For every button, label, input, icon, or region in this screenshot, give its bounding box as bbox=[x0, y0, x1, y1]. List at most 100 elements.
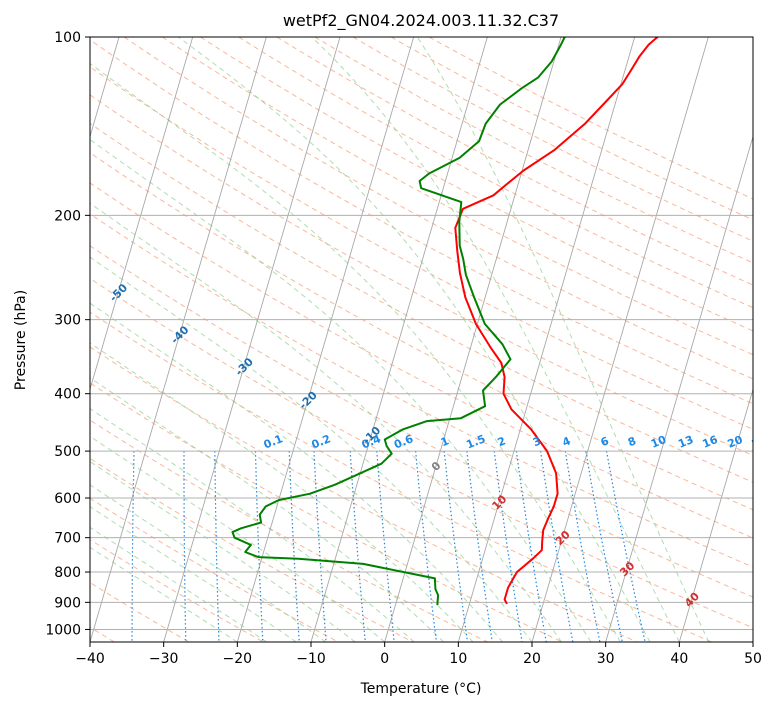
mixing-ratio-label: 0.1 bbox=[262, 432, 285, 451]
mixing-ratio-line bbox=[493, 451, 523, 642]
moist-adiabat bbox=[90, 302, 503, 642]
isotherm-label: -50 bbox=[107, 281, 130, 304]
isotherm-line bbox=[457, 37, 636, 642]
y-tick-label: 500 bbox=[54, 444, 81, 460]
dry-adiabat bbox=[162, 37, 753, 356]
mixing-ratio-label: 2 bbox=[496, 434, 508, 449]
mixing-ratio-label: 20 bbox=[726, 433, 745, 451]
dry-adiabat bbox=[90, 497, 339, 642]
plot-frame bbox=[89, 36, 754, 643]
moist-adiabat bbox=[90, 139, 592, 642]
dry-adiabat bbox=[200, 37, 753, 332]
isotherm-label: 0 bbox=[429, 459, 444, 474]
isotherm-line bbox=[236, 37, 415, 642]
dry-adiabat bbox=[90, 94, 753, 456]
mixing-ratio-line bbox=[466, 451, 493, 642]
moist-adiabat bbox=[90, 526, 268, 642]
mixing-ratio-label: 4 bbox=[560, 434, 572, 449]
x-tick-label: 50 bbox=[744, 651, 762, 667]
y-axis-title: Pressure (hPa) bbox=[13, 290, 29, 390]
isotherm-label: -20 bbox=[297, 389, 320, 412]
mixing-ratio-label: 10 bbox=[649, 433, 668, 451]
y-tick-label: 100 bbox=[54, 30, 81, 46]
y-axis: 100 200 300 400 500 600 700 800 900 1000 bbox=[45, 30, 90, 638]
moist-adiabat bbox=[90, 484, 326, 642]
moist-adiabat bbox=[90, 506, 297, 642]
isotherm-line bbox=[678, 387, 753, 642]
y-tick-label: 1000 bbox=[45, 622, 81, 638]
isotherm-line bbox=[90, 37, 267, 642]
mixing-ratio-line bbox=[214, 451, 220, 642]
dry-adiabat bbox=[90, 311, 712, 642]
dry-adiabat bbox=[90, 457, 414, 642]
mixing-ratio-line bbox=[313, 451, 327, 642]
y-tick-label: 300 bbox=[54, 313, 81, 329]
mixing-ratio-line bbox=[415, 451, 437, 642]
mixing-ratio-label: 1.5 bbox=[464, 432, 487, 451]
mixing-ratio-line bbox=[254, 451, 264, 642]
mixing-ratio-line bbox=[183, 451, 187, 642]
chart-title: wetPf2_GN04.2024.003.11.32.C37 bbox=[283, 11, 559, 31]
mixing-ratio-line bbox=[564, 451, 601, 642]
dry-adiabat bbox=[276, 37, 753, 286]
isotherm-label: 30 bbox=[617, 559, 637, 579]
moist-adiabat bbox=[90, 435, 386, 642]
dry-adiabat bbox=[90, 66, 753, 430]
dry-adiabat bbox=[90, 122, 753, 483]
mixing-ratio-line bbox=[605, 450, 646, 642]
moist-adiabat bbox=[90, 202, 562, 642]
mixing-ratio-line bbox=[515, 451, 547, 642]
isotherm-label: 20 bbox=[553, 528, 573, 548]
mixing-ratio-line bbox=[443, 451, 469, 642]
moist-adiabat bbox=[90, 342, 474, 642]
temperature-profile-line bbox=[454, 37, 659, 605]
isotherm-label: -40 bbox=[168, 323, 191, 346]
dry-adiabat bbox=[90, 182, 753, 539]
isotherm-label: 10 bbox=[489, 492, 509, 512]
isotherm-line bbox=[531, 37, 709, 642]
isotherm-line bbox=[605, 134, 753, 642]
x-tick-label: 0 bbox=[380, 651, 389, 667]
dry-adiabat bbox=[123, 37, 753, 380]
mixing-ratio-label: 16 bbox=[701, 433, 720, 451]
moist-adiabat bbox=[90, 460, 356, 642]
mixing-ratio-label: 13 bbox=[676, 433, 695, 451]
isotherm-line bbox=[163, 37, 341, 642]
dry-adiabat bbox=[352, 37, 753, 242]
x-tick-label: 40 bbox=[670, 651, 688, 667]
mixing-ratio-label: 1 bbox=[439, 434, 451, 449]
dry-adiabat bbox=[238, 37, 753, 309]
mixing-ratio-line bbox=[376, 451, 395, 642]
mixing-ratio-label: 3 bbox=[531, 434, 543, 449]
x-tick-label: 30 bbox=[597, 651, 615, 667]
x-tick-label: −30 bbox=[149, 651, 179, 667]
x-axis: −40 −30 −20 −10 0 10 20 30 40 50 bbox=[75, 642, 762, 667]
mixing-ratio-label: 6 bbox=[599, 434, 611, 449]
x-tick-label: −10 bbox=[296, 651, 326, 667]
moist-adiabat bbox=[311, 37, 680, 642]
mixing-ratio-line bbox=[288, 451, 300, 642]
dry-adiabat bbox=[90, 245, 753, 598]
isotherm-label: 40 bbox=[682, 590, 702, 610]
x-tick-label: 10 bbox=[449, 651, 467, 667]
moist-adiabat bbox=[178, 37, 651, 642]
moist-adiabat bbox=[90, 408, 415, 642]
x-axis-title: Temperature (°C) bbox=[360, 681, 482, 697]
moist-adiabat bbox=[90, 546, 238, 642]
dry-adiabat bbox=[90, 539, 264, 642]
moist-adiabat bbox=[90, 377, 444, 642]
dewpoint-profile-line bbox=[231, 37, 566, 606]
dry-adiabat bbox=[428, 37, 753, 200]
dry-adiabat bbox=[90, 419, 488, 642]
x-tick-label: 20 bbox=[523, 651, 541, 667]
y-tick-label: 700 bbox=[54, 531, 81, 547]
mixing-ratio-line bbox=[585, 450, 623, 642]
isotherm-label: -30 bbox=[233, 355, 256, 378]
dry-adiabat bbox=[390, 37, 753, 221]
y-tick-label: 200 bbox=[54, 208, 81, 224]
dry-adiabat bbox=[90, 346, 638, 642]
dry-adiabat bbox=[90, 277, 753, 629]
isotherm-label: -70 bbox=[0, 191, 9, 214]
x-tick-label: −40 bbox=[75, 651, 105, 667]
